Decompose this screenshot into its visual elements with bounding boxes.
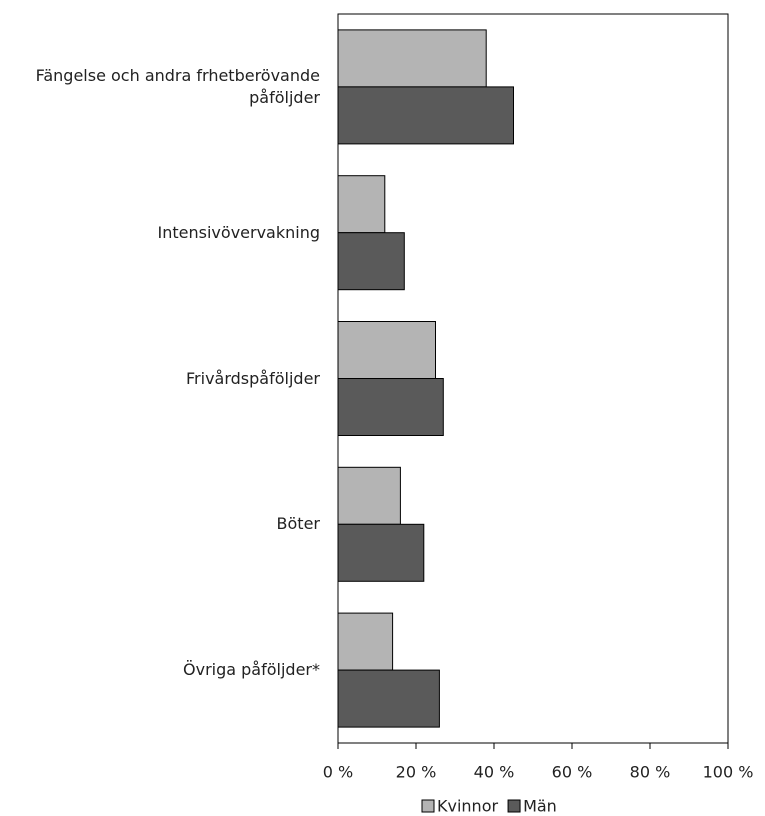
bar [337,232,405,291]
bar [337,378,444,436]
x-tick-label: 0 % [323,763,353,782]
bar [337,612,394,671]
legend-label: Kvinnor [437,797,498,816]
bar [337,29,487,88]
legend-label: Män [523,797,557,816]
x-tick-label: 60 % [552,763,593,782]
plot-frame [337,13,729,744]
category-label: Böter [276,514,320,534]
bar [337,86,514,145]
bar [337,321,436,379]
legend-swatch [507,799,521,813]
x-tick-label: 20 % [396,763,437,782]
x-tick-label: 80 % [630,763,671,782]
bar [337,669,440,728]
bar [337,175,386,234]
x-tick-label: 40 % [474,763,515,782]
bar [337,466,401,525]
category-label: Övriga påföljder* [183,660,320,680]
category-label: Intensivövervakning [157,222,320,242]
legend-swatch [421,799,435,813]
category-label: Fängelse och andra frhetberövande påfölj… [35,65,320,107]
category-label: Frivårdspåföljder [186,368,320,388]
bar [337,523,425,582]
x-tick-label: 100 % [703,763,754,782]
